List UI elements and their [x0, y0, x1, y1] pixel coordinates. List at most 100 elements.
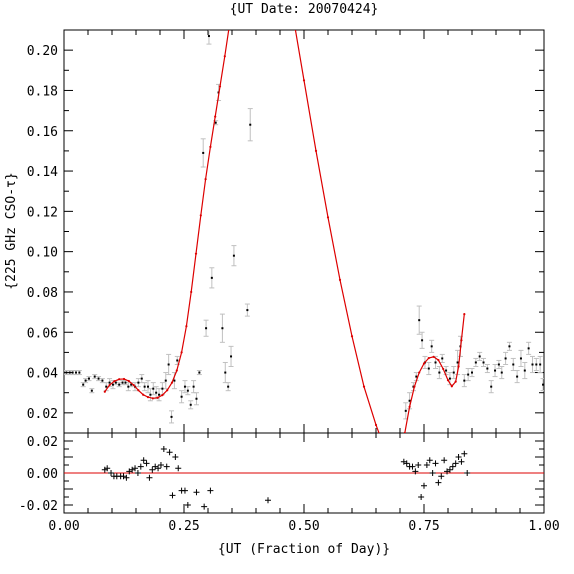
fit-point: [170, 381, 174, 384]
data-point: [137, 381, 140, 384]
residual-point: [134, 470, 141, 476]
data-point: [105, 385, 108, 388]
fit-point: [446, 379, 450, 382]
data-point: [65, 371, 68, 374]
residual-panel-ticks: [63, 432, 545, 514]
y-tick-label: 0.08: [27, 286, 58, 301]
fit-point: [374, 423, 378, 427]
residual-point: [120, 473, 127, 480]
residual-point: [265, 497, 271, 504]
data-point: [186, 389, 189, 392]
x-tick-label: 0.75: [408, 519, 439, 534]
fit-point: [450, 385, 453, 388]
residual-point: [157, 462, 164, 468]
data-point: [207, 35, 210, 38]
fit-point: [199, 214, 202, 217]
data-point: [161, 387, 164, 390]
fit-point: [156, 396, 159, 399]
data-point: [143, 385, 146, 388]
residual-point: [421, 482, 427, 489]
y-tick-label: 0.10: [27, 246, 58, 261]
data-point: [90, 389, 93, 392]
data-point: [84, 379, 87, 382]
fit-point: [204, 178, 207, 181]
fit-point: [113, 380, 116, 383]
data-point: [173, 379, 176, 382]
data-point: [202, 151, 205, 154]
residual-point: [207, 487, 214, 494]
data-point: [441, 357, 444, 360]
fit-curve-layer: [103, 30, 466, 433]
data-point: [542, 383, 544, 386]
data-point: [438, 371, 441, 374]
data-point: [158, 393, 161, 396]
y-tick-label: 0.18: [27, 84, 58, 99]
data-point: [523, 369, 526, 372]
residual-point: [403, 460, 410, 467]
residual-point: [449, 463, 456, 470]
x-tick-labels: 0.00 0.25 0.50 0.75 1.00: [48, 519, 559, 534]
y-tick-label: 0.02: [27, 407, 58, 422]
residual-point: [409, 463, 416, 470]
data-point: [108, 381, 111, 384]
fit-point: [142, 393, 145, 396]
residual-point: [464, 470, 471, 476]
residual-point: [155, 465, 162, 472]
data-point: [535, 363, 538, 366]
data-point: [500, 371, 503, 374]
residual-point: [181, 487, 188, 494]
fit-point: [108, 383, 111, 387]
data-point: [87, 377, 90, 380]
y-tick-label: 0.14: [27, 165, 58, 180]
data-point: [118, 383, 121, 386]
data-point: [121, 381, 124, 384]
residual-point: [418, 494, 425, 500]
fit-point: [146, 396, 150, 399]
residual-point: [132, 465, 139, 472]
residual-point: [438, 473, 445, 480]
fit-point: [463, 313, 466, 316]
fit-curve: [104, 30, 465, 433]
data-point: [75, 371, 77, 374]
residual-point: [169, 492, 176, 499]
residual-point: [140, 457, 147, 464]
residual-point: [193, 489, 200, 496]
fit-point: [454, 380, 457, 383]
data-point: [97, 377, 100, 380]
residual-point: [166, 449, 173, 456]
data-point: [445, 369, 448, 372]
data-point: [494, 369, 497, 372]
residual-point: [415, 462, 422, 468]
fit-point: [190, 290, 193, 294]
residual-point: [172, 454, 179, 460]
fit-point: [223, 55, 226, 58]
data-point: [230, 355, 233, 358]
residual-point: [123, 474, 130, 481]
residual-point: [441, 457, 448, 464]
data-point: [427, 367, 430, 370]
data-point: [482, 361, 485, 364]
residual-point: [455, 454, 462, 460]
data-point: [512, 363, 515, 366]
residual-point: [175, 465, 182, 472]
fit-point: [103, 390, 106, 393]
data-point: [434, 361, 437, 364]
data-point: [127, 385, 130, 388]
fit-point: [132, 383, 135, 387]
residual-point: [163, 463, 170, 470]
data-point: [93, 375, 96, 378]
fit-point: [442, 367, 445, 371]
fit-point: [122, 377, 126, 381]
data-point: [167, 363, 170, 366]
data-point: [452, 371, 455, 374]
data-point: [198, 371, 201, 374]
residual-point: [461, 450, 468, 457]
residual-point: [146, 474, 153, 481]
data-point: [78, 371, 81, 374]
data-point: [249, 123, 252, 126]
chart-title: {UT Date: 20070424}: [230, 2, 379, 17]
data-point: [497, 363, 500, 366]
data-point: [430, 345, 433, 348]
data-point: [463, 379, 466, 382]
